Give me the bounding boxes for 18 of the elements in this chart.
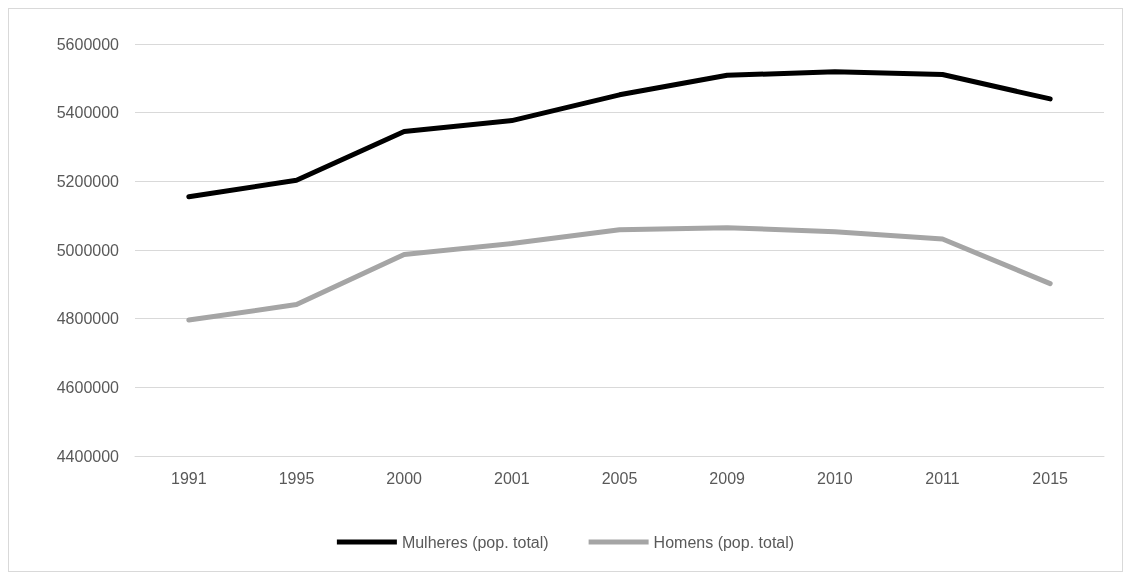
y-tick-label: 5400000 [56,104,120,122]
y-tick-label: 4400000 [56,447,120,465]
x-tick-label: 2001 [494,469,530,487]
x-tick-label: 2009 [709,469,746,487]
y-tick-label: 5200000 [56,172,120,190]
x-tick-label: 2010 [817,469,853,487]
legend-label: Mulheres (pop. total) [401,533,549,551]
x-tick-label: 2005 [601,469,638,487]
x-tick-label: 1995 [278,469,315,487]
x-tick-label: 2011 [925,469,960,487]
y-tick-label: 4800000 [56,310,120,328]
y-tick-label: 5000000 [56,241,120,259]
legend-label: Homens (pop. total) [653,533,795,551]
x-tick-label: 2000 [386,469,423,487]
x-tick-label: 2015 [1032,469,1069,487]
y-tick-label: 5600000 [56,35,120,53]
x-tick-label: 1991 [171,469,207,487]
y-tick-label: 4600000 [56,378,120,396]
